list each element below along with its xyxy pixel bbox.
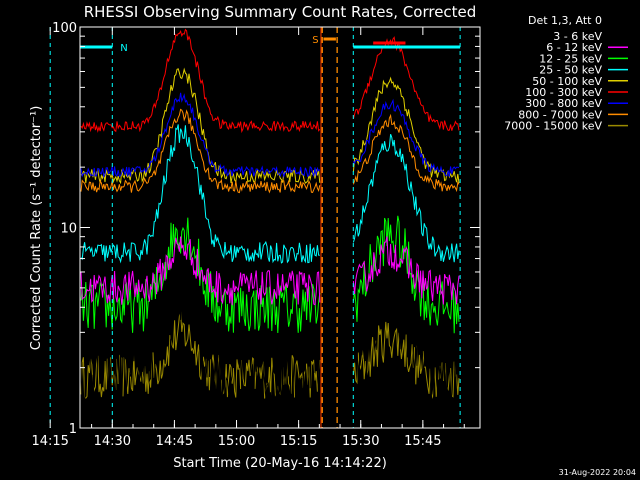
x-tick-label: 14:15 — [31, 434, 68, 449]
legend-label: 3 - 6 keV — [553, 30, 602, 43]
legend-label: 100 - 300 keV — [525, 86, 602, 99]
legend-label: 12 - 25 keV — [539, 52, 602, 65]
legend-label: 300 - 800 keV — [525, 97, 602, 110]
legend-label: 6 - 12 keV — [546, 41, 602, 54]
x-tick-label: 15:15 — [280, 434, 317, 449]
legend-label: 25 - 50 keV — [539, 64, 602, 77]
saa-annotation-label: S — [312, 35, 318, 46]
footer-date: 31-Aug-2022 20:04 — [559, 468, 636, 477]
series-line — [80, 233, 460, 420]
plot-area: NS — [49, 27, 461, 428]
legend-label: 50 - 100 keV — [532, 75, 602, 88]
x-tick-label: 15:00 — [218, 434, 255, 449]
y-tick-label: 1 — [69, 422, 77, 437]
series-line — [80, 92, 460, 179]
y-tick-label: 100 — [52, 21, 77, 36]
legend-label: 7000 - 15000 keV — [504, 120, 602, 133]
series-line — [80, 108, 460, 194]
chart-title: RHESSI Observing Summary Count Rates, Co… — [84, 3, 477, 21]
x-tick-label: 15:45 — [404, 434, 441, 449]
axes: 14:15 14:30 14:45 15:00 15:15 15:30 15:45 1 10 10… — [31, 21, 481, 449]
series-line — [80, 124, 460, 264]
legend-header: Det 1,3, Att 0 — [528, 14, 602, 27]
x-tick-label: 14:30 — [94, 434, 131, 449]
y-axis-label: Corrected Count Rate (s⁻¹ detector⁻¹) — [29, 106, 44, 351]
x-tick-label: 14:45 — [156, 434, 193, 449]
series-line — [80, 236, 460, 306]
night-annotation-label: N — [120, 43, 127, 54]
x-tick-label: 15:30 — [342, 434, 379, 449]
series-line — [80, 28, 460, 134]
x-axis-label: Start Time (20-May-16 14:14:22) — [173, 456, 387, 471]
y-tick-label: 10 — [60, 222, 77, 237]
legend-label: 800 - 7000 keV — [518, 108, 602, 121]
